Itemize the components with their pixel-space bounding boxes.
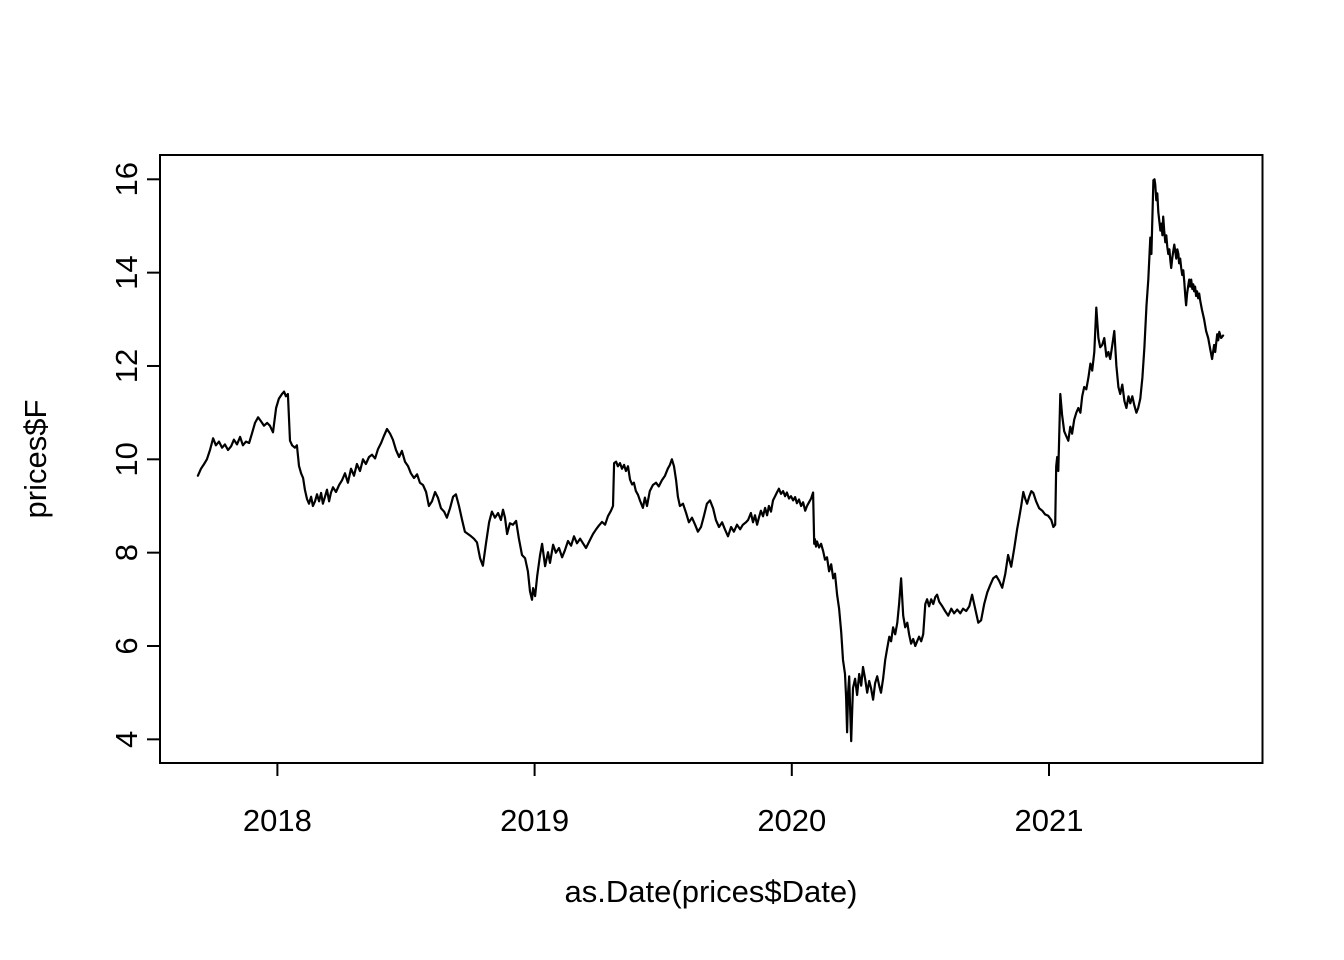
plot-border: [159, 154, 1264, 764]
y-tick-label: 16: [109, 162, 144, 196]
y-tick-label: 14: [109, 255, 144, 289]
y-axis-ticks: 4 6 8 10 12 14 16: [109, 162, 160, 748]
y-axis-title: prices$F: [18, 400, 53, 519]
x-axis-title: as.Date(prices$Date): [565, 874, 858, 909]
y-tick-label: 8: [109, 544, 144, 561]
x-tick-label: 2021: [1015, 803, 1084, 838]
x-tick-label: 2020: [757, 803, 826, 838]
y-tick-label: 6: [109, 637, 144, 654]
y-tick-label: 12: [109, 349, 144, 383]
y-tick-label: 10: [109, 442, 144, 476]
y-tick-label: 4: [109, 731, 144, 748]
price-line-series: [196, 178, 1225, 743]
x-tick-label: 2019: [500, 803, 569, 838]
x-tick-label: 2018: [243, 803, 312, 838]
x-axis-ticks: 2018 2019 2020 2021: [243, 763, 1084, 838]
